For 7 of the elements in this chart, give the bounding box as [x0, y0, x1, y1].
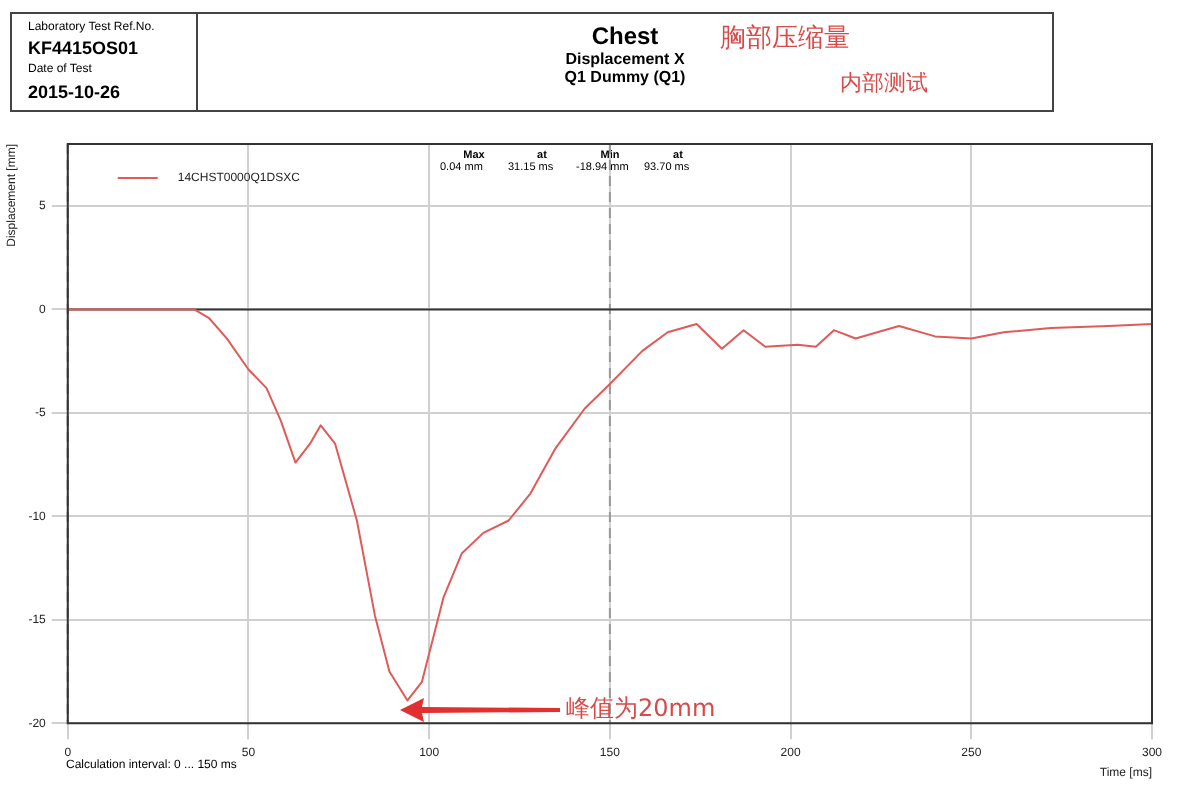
- annotation: 峰值为20mm: [566, 692, 716, 726]
- chart-subtitle: Displacement X Q1 Dummy (Q1): [564, 50, 686, 86]
- text: 2015-10-26: [28, 82, 121, 102]
- text: 胸部压缩量: [720, 22, 850, 56]
- chart-title: Chest: [591, 22, 659, 50]
- text: 内部测试: [840, 68, 928, 98]
- text: KF4415OS01: [28, 38, 139, 58]
